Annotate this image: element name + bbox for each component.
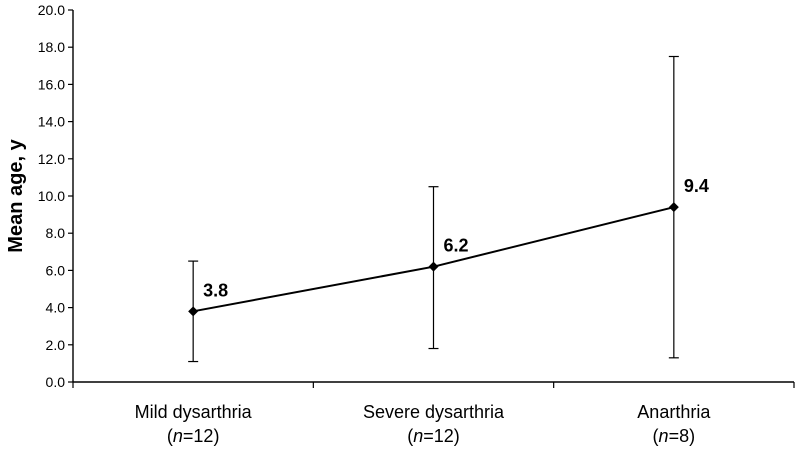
data-markers bbox=[188, 202, 679, 317]
y-tick-label: 4.0 bbox=[46, 300, 66, 316]
data-point bbox=[668, 202, 679, 213]
y-tick-label: 12.0 bbox=[38, 151, 65, 167]
data-label: 6.2 bbox=[444, 236, 469, 256]
category-n-label: (n=12) bbox=[167, 426, 220, 446]
data-point bbox=[188, 306, 199, 317]
y-axis-ticks: 0.0 2.0 4.0 6.0 8.0 10.0 12.0 14.0 16.0 18.0 20.0 bbox=[38, 2, 73, 390]
y-tick-label: 10.0 bbox=[38, 188, 65, 204]
y-tick-label: 6.0 bbox=[46, 262, 66, 278]
category-n-label: (n=8) bbox=[653, 426, 696, 446]
data-labels: 3.8 6.2 9.4 bbox=[203, 176, 709, 300]
y-tick-label: 14.0 bbox=[38, 114, 65, 130]
y-tick-label: 18.0 bbox=[38, 39, 65, 55]
category-label: Anarthria bbox=[637, 402, 711, 422]
category-label: Severe dysarthria bbox=[363, 402, 505, 422]
error-bars bbox=[188, 55, 679, 363]
data-label: 9.4 bbox=[684, 176, 709, 196]
y-tick-label: 16.0 bbox=[38, 76, 65, 92]
data-point bbox=[428, 261, 439, 272]
data-label: 3.8 bbox=[203, 280, 228, 300]
y-tick-label: 8.0 bbox=[46, 225, 66, 241]
y-axis-label: Mean age, y bbox=[5, 138, 27, 252]
y-tick-label: 2.0 bbox=[46, 337, 66, 353]
category-n-label: (n=12) bbox=[407, 426, 460, 446]
x-axis-ticks bbox=[72, 382, 795, 388]
y-tick-label: 0.0 bbox=[46, 374, 66, 390]
category-labels: Mild dysarthria (n=12) Severe dysarthria (n… bbox=[135, 402, 712, 446]
category-label: Mild dysarthria bbox=[135, 402, 253, 422]
y-tick-label: 20.0 bbox=[38, 2, 65, 18]
